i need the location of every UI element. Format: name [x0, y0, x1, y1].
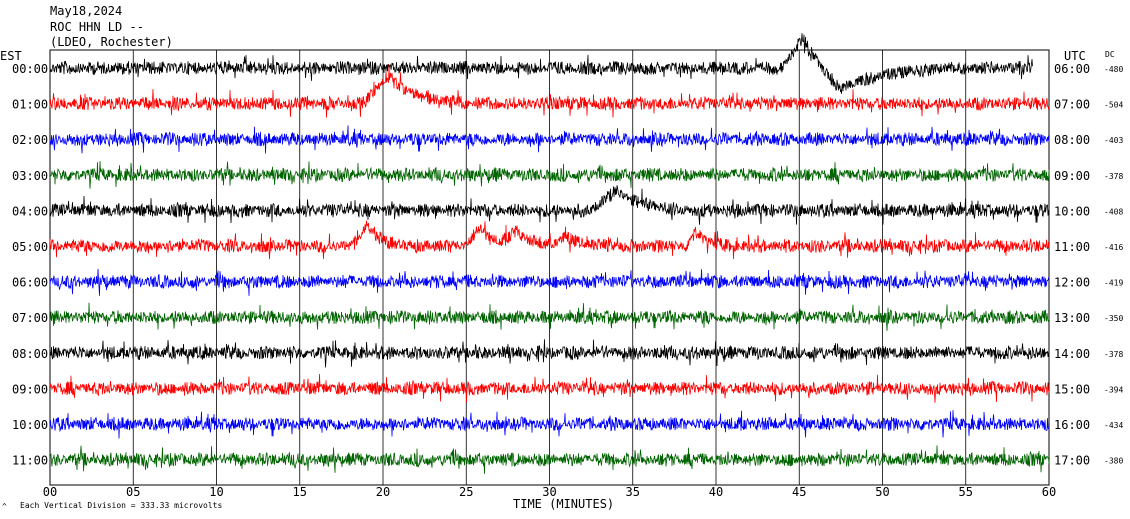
dc-offset-label: -434	[1104, 421, 1123, 430]
dc-offset-label: -403	[1104, 136, 1123, 145]
trace-row-0900	[49, 373, 1050, 403]
dc-offset-label: -504	[1104, 101, 1123, 110]
dc-offset-label: -350	[1104, 314, 1123, 323]
est-time-label: 03:00	[12, 169, 48, 183]
x-axis-ticks: 00 05 10 15 20 25 30 35 40 45 50 55 60	[43, 485, 1056, 499]
seismic-traces	[49, 33, 1050, 474]
utc-axis-label: UTC	[1064, 49, 1086, 63]
utc-time-label: 08:00	[1054, 133, 1090, 147]
dc-column-label: DC	[1105, 50, 1115, 59]
dc-offset-label: -394	[1104, 385, 1123, 394]
x-tick-label: 10	[209, 485, 223, 499]
trace-row-0400	[49, 185, 1050, 225]
est-time-label: 06:00	[12, 276, 48, 290]
utc-time-label: 15:00	[1054, 382, 1090, 396]
est-time-label: 01:00	[12, 98, 48, 112]
trace-row-0200	[49, 125, 1050, 154]
utc-time-label: 07:00	[1054, 98, 1090, 112]
x-tick-label: 45	[792, 485, 806, 499]
dc-offset-label: -378	[1104, 350, 1123, 359]
trace-row-0600	[49, 268, 1050, 296]
dc-offset-label: -416	[1104, 243, 1123, 252]
trace-row-0500	[49, 220, 1050, 260]
est-time-label: 09:00	[12, 382, 48, 396]
x-axis-title: TIME (MINUTES)	[513, 497, 614, 511]
station-code: ROC HHN LD --	[50, 20, 144, 34]
utc-time-label: 12:00	[1054, 276, 1090, 290]
utc-time-label: 14:00	[1054, 347, 1090, 361]
est-time-label: 07:00	[12, 311, 48, 325]
est-axis-label: EST	[0, 49, 22, 63]
x-tick-label: 15	[293, 485, 307, 499]
corner-mark: ^	[2, 502, 7, 511]
x-tick-label: 00	[43, 485, 57, 499]
utc-time-label: 11:00	[1054, 240, 1090, 254]
est-time-label: 11:00	[12, 454, 48, 468]
utc-time-label: 16:00	[1054, 418, 1090, 432]
est-time-label: 10:00	[12, 418, 48, 432]
trace-row-1000	[49, 410, 1050, 439]
trace-row-0100	[49, 64, 1050, 118]
trace-row-0000	[49, 33, 1033, 94]
dc-offset-label: -378	[1104, 172, 1123, 181]
dc-offset-label: -480	[1104, 65, 1123, 74]
est-time-label: 02:00	[12, 133, 48, 147]
utc-time-label: 13:00	[1054, 311, 1090, 325]
est-time-label: 08:00	[12, 347, 48, 361]
x-tick-label: 20	[376, 485, 390, 499]
plot-grid	[49, 49, 1050, 486]
dc-offset-label: -419	[1104, 279, 1123, 288]
x-tick-label: 05	[126, 485, 140, 499]
dc-offset-label: -380	[1104, 457, 1123, 466]
x-tick-label: 50	[875, 485, 889, 499]
utc-time-label: 10:00	[1054, 204, 1090, 218]
utc-time-label: 06:00	[1054, 62, 1090, 76]
est-time-label: 04:00	[12, 204, 48, 218]
est-time-label: 00:00	[12, 62, 48, 76]
x-tick-label: 40	[709, 485, 723, 499]
est-time-label: 05:00	[12, 240, 48, 254]
x-tick-label: 35	[626, 485, 640, 499]
trace-row-0700	[49, 302, 1050, 331]
trace-row-0300	[49, 161, 1050, 189]
x-tick-label: 25	[459, 485, 473, 499]
trace-row-0800	[49, 339, 1050, 368]
utc-time-label: 17:00	[1054, 454, 1090, 468]
vertical-scale-note: Each Vertical Division = 333.33 microvol…	[20, 501, 222, 510]
x-tick-label: 30	[542, 485, 556, 499]
x-tick-label: 55	[959, 485, 973, 499]
dc-offset-label: -408	[1104, 207, 1123, 216]
trace-row-1100	[49, 445, 1050, 474]
utc-time-label: 09:00	[1054, 169, 1090, 183]
x-tick-label: 60	[1042, 485, 1056, 499]
row-labels: 00:00 06:00 -480 01:00 07:00 -504 02:00 08:00 -4…	[12, 62, 1123, 468]
network-name: (LDEO, Rochester)	[50, 35, 173, 49]
chart-date: May18,2024	[50, 4, 122, 18]
